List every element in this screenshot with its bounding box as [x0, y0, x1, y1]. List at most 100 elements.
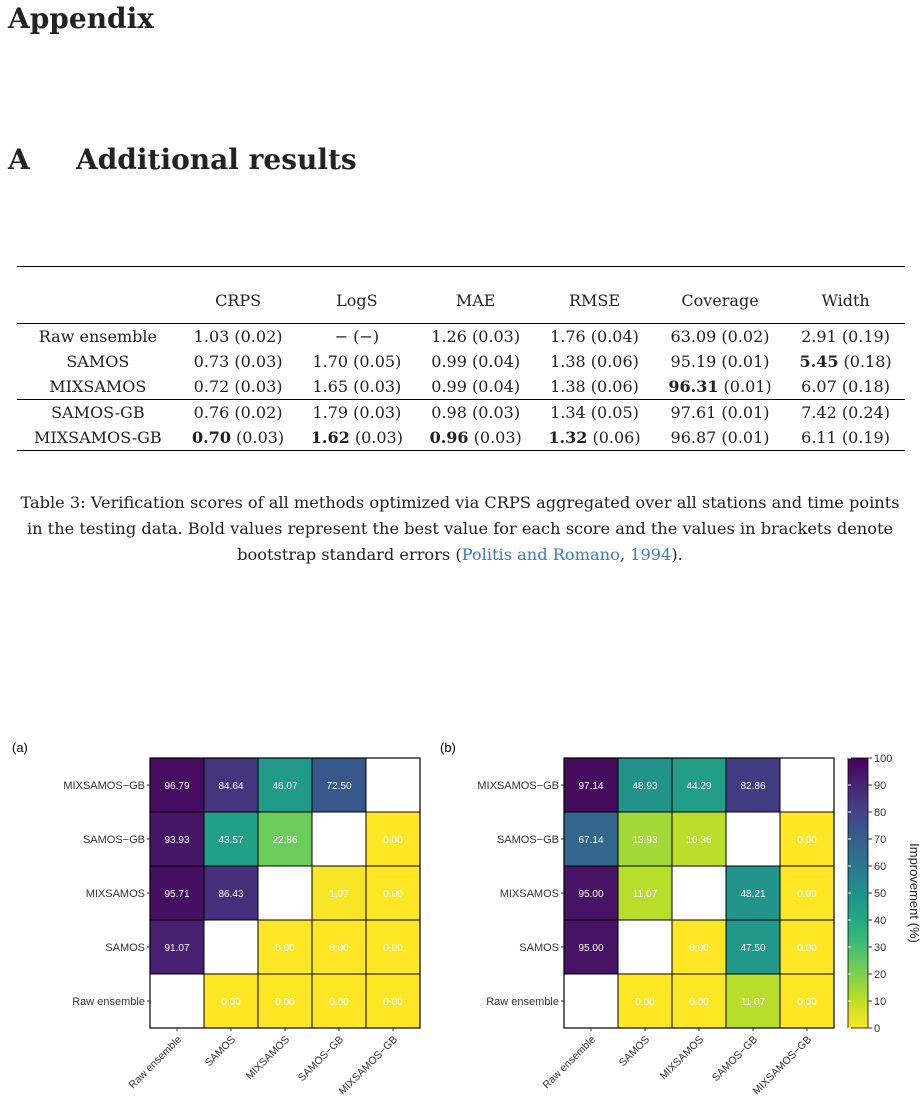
cell-label: 95.00: [578, 889, 603, 900]
heatmap-cell: [725, 865, 781, 921]
score-cell: 1.70 (0.05): [312, 352, 402, 371]
x-tick-label: SAMOS: [203, 1034, 238, 1069]
cell-label: 0.00: [797, 997, 817, 1008]
score-cell: 95.19 (0.01): [670, 352, 770, 371]
heatmap-cell: [563, 973, 619, 1029]
heatmap-cell: [779, 919, 835, 975]
heatmap-cell: [563, 919, 619, 975]
y-tick-label: SAMOS−GB: [497, 834, 559, 846]
colorbar-tick-label: 50: [874, 888, 886, 900]
heatmap-cell: [365, 919, 421, 975]
heatmap-cell: [365, 865, 421, 921]
cell-label: 0.00: [797, 943, 817, 954]
method-name: MIXSAMOS: [49, 377, 147, 396]
score-cell: 1.32 (0.06): [535, 425, 654, 451]
x-tick-label: SAMOS−GB: [296, 1034, 346, 1084]
score-cell: 2.91 (0.19): [801, 327, 890, 346]
colorbar-tick-label: 80: [874, 807, 886, 819]
best-value: 0.96: [429, 428, 469, 447]
colorbar-tick-label: 0: [874, 1023, 880, 1035]
score-cell: 96.31 (0.01): [668, 377, 772, 396]
panel-label: (b): [440, 740, 456, 755]
colorbar-tick-label: 40: [874, 915, 886, 927]
score-cell: 1.03 (0.02): [193, 327, 283, 346]
heatmap-a-svg: (a) 96.79 84.64 46.07 72.50 93.93 43.57 22.86 0.…: [12, 740, 421, 1098]
section-number: A: [8, 143, 30, 176]
x-tick-label: MIXSAMOS−GB: [751, 1034, 815, 1098]
score-cell: 1.38 (0.06): [550, 377, 639, 396]
cell-label: 0.00: [329, 943, 349, 954]
best-value: 1.32: [548, 428, 588, 447]
score-cell: 0.99 (0.04): [431, 377, 521, 396]
heatmap-cell: [257, 973, 313, 1029]
score-cell: 0.96 (0.03): [416, 425, 536, 451]
cell-label: 0.00: [383, 835, 403, 846]
cell-label: 96.79: [164, 781, 189, 792]
column-header: Coverage: [653, 266, 787, 324]
method-name: Raw ensemble: [38, 327, 157, 346]
best-value: 0.70: [192, 428, 231, 447]
citation-year-link[interactable]: 1994: [630, 545, 672, 564]
score-cell: 1.26 (0.03): [431, 327, 521, 346]
section-heading: A Additional results: [8, 143, 357, 176]
score-cell: 63.09 (0.02): [670, 327, 770, 346]
heatmap-b-svg: (b) 97.14 48.93 44.29 82.86 67.14 13.93 10.36 0.…: [440, 740, 920, 1098]
cell-label: 91.07: [164, 943, 189, 954]
x-tick-label: Raw ensemble: [541, 1034, 599, 1092]
heatmap-cell: [203, 865, 259, 921]
cell-label: 0.00: [275, 943, 295, 954]
method-name: MIXSAMOS-GB: [17, 425, 179, 451]
cell-label: 44.29: [686, 781, 711, 792]
caption-tail: ).: [671, 545, 683, 564]
cell-label: 82.86: [740, 781, 765, 792]
score-cell: 1.62 (0.03): [297, 425, 417, 451]
colorbar-title: Improvement (%): [907, 843, 920, 943]
score-cell: 0.72 (0.03): [193, 377, 283, 396]
score-cell: 1.79 (0.03): [297, 399, 417, 425]
score-cell: 6.07 (0.18): [801, 377, 890, 396]
column-header: [17, 266, 179, 324]
heatmap-cell: [563, 865, 619, 921]
cell-label: 48.21: [740, 889, 765, 900]
score-cell: 5.45 (0.18): [799, 352, 892, 371]
heatmap-cell: [365, 973, 421, 1029]
heatmap-cell: [149, 757, 205, 813]
heatmap-panel-b: (b) 97.14 48.93 44.29 82.86 67.14 13.93 10.36 0.…: [428, 740, 920, 1110]
y-tick-label: MIXSAMOS−GB: [477, 780, 559, 792]
heatmap-cell: [671, 865, 727, 921]
heatmap-cell: [203, 811, 259, 867]
heatmap-cell: [779, 973, 835, 1029]
table-row: SAMOS-GB 0.76 (0.02) 1.79 (0.03) 0.98 (0.03…: [17, 399, 905, 425]
y-tick-label: Raw ensemble: [72, 996, 145, 1008]
cell-label: 0.00: [383, 889, 403, 900]
cell-label: 67.14: [578, 835, 603, 846]
score-cell: 0.73 (0.03): [193, 352, 283, 371]
cell-label: 0.00: [689, 997, 709, 1008]
heatmap-cell: [725, 811, 781, 867]
heatmap-cell: [671, 973, 727, 1029]
cell-label: 11.07: [741, 997, 766, 1008]
cell-label: 22.86: [272, 835, 297, 846]
colorbar-tick-label: 60: [874, 861, 886, 873]
heatmap-cell: [365, 811, 421, 867]
cell-label: 86.43: [218, 889, 243, 900]
column-header: MAE: [416, 266, 536, 324]
scores-table: CRPS LogS MAE RMSE Coverage Width Raw ensembl…: [17, 266, 905, 451]
best-value: 1.62: [310, 428, 350, 447]
cell-label: 97.14: [578, 781, 603, 792]
table-row: MIXSAMOS-GB 0.70 (0.03) 1.62 (0.03) 0.96 (0…: [17, 425, 905, 451]
appendix-heading: Appendix: [8, 2, 154, 35]
table-header-row: CRPS LogS MAE RMSE Coverage Width: [17, 266, 905, 324]
heatmap-cell: [257, 919, 313, 975]
cell-label: 0.00: [797, 889, 817, 900]
x-tick-label: MIXSAMOS−GB: [337, 1034, 401, 1098]
cell-label: 0.00: [689, 943, 709, 954]
heatmap-panel-a: (a) 96.79 84.64 46.07 72.50 93.93 43.57 22.86 0.…: [0, 740, 440, 1110]
score-cell: 97.61 (0.01): [653, 399, 787, 425]
cell-label: 48.93: [632, 781, 657, 792]
citation-link[interactable]: Politis and Romano: [461, 545, 620, 564]
score-cell: 96.87 (0.01): [653, 425, 787, 451]
cell-label: 0.00: [329, 997, 349, 1008]
score-cell: 0.99 (0.04): [431, 352, 521, 371]
heatmap-cell: [365, 757, 421, 813]
